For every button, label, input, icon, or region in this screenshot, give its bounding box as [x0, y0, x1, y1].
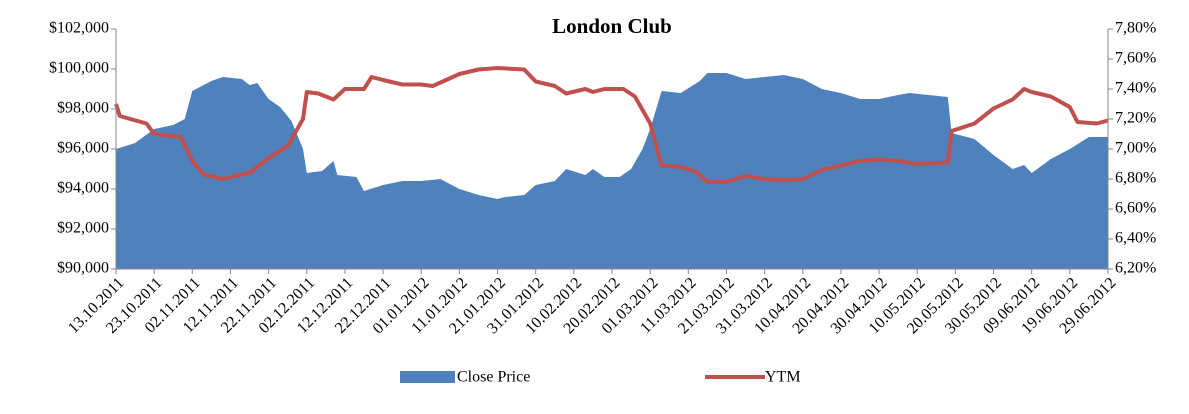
legend-swatch [400, 371, 455, 383]
line [114, 66, 1109, 184]
y2-tick-label: 6,20% [1115, 260, 1156, 277]
legend-label: Close Price [457, 369, 530, 386]
y2-tick-label: 7,80% [1115, 20, 1156, 37]
chart-title: London Club [552, 14, 672, 38]
y2-tick-label: 6,60% [1115, 200, 1156, 217]
y2-tick-label: 7,00% [1115, 140, 1156, 157]
y-tick-label: $92,000 [57, 220, 109, 237]
y-tick-label: $98,000 [57, 100, 109, 117]
y-tick-label: $102,000 [49, 20, 109, 37]
area [116, 73, 1108, 269]
y2-tick-label: 6,40% [1115, 230, 1156, 247]
legend-label: YTM [765, 369, 801, 386]
y-tick-label: $100,000 [49, 60, 109, 77]
y2-tick-label: 7,20% [1115, 110, 1156, 127]
y-tick-label: $90,000 [57, 260, 109, 277]
y-tick-label: $94,000 [57, 180, 109, 197]
y-tick-label: $96,000 [57, 140, 109, 157]
y2-tick-label: 7,40% [1115, 80, 1156, 97]
y2-tick-label: 6,80% [1115, 170, 1156, 187]
y2-tick-label: 7,60% [1115, 50, 1156, 67]
